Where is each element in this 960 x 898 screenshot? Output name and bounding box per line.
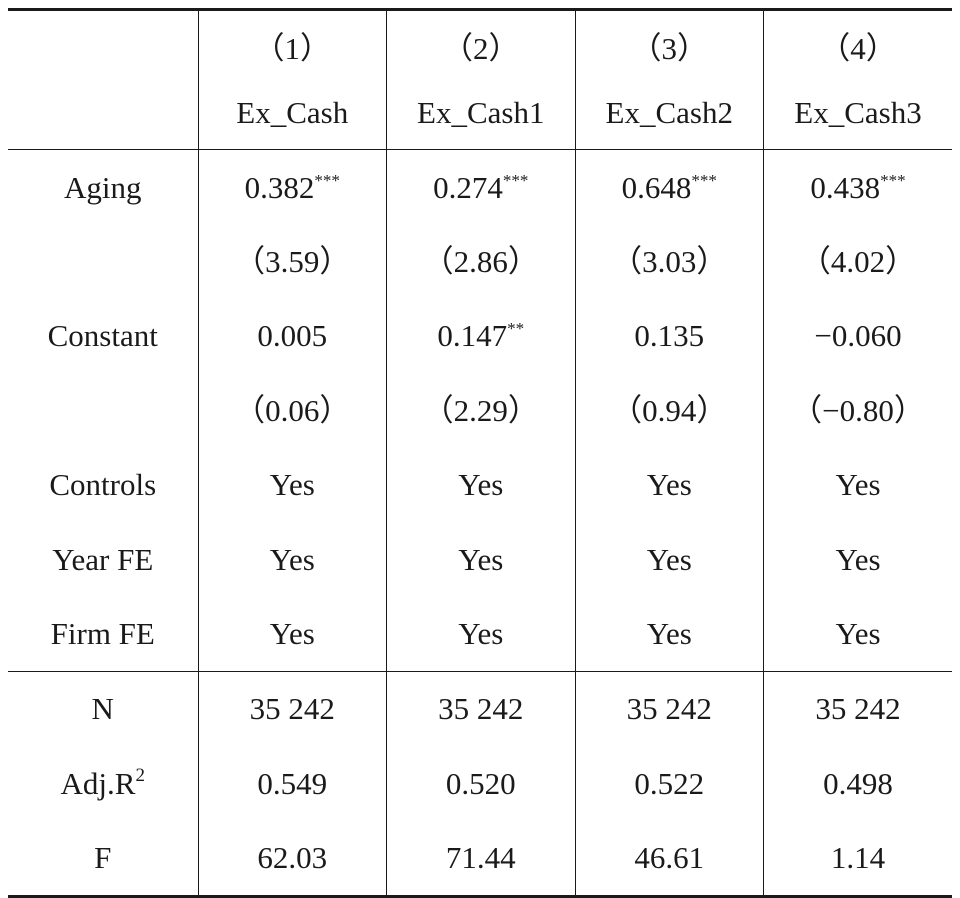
cell-value: 0.135: [634, 318, 705, 354]
table-cell: Yes: [574, 447, 764, 522]
table-cell: （2.29）: [386, 373, 575, 448]
column-number: （3）: [574, 8, 764, 81]
table-cell: （3.03）: [574, 224, 764, 299]
cell-value: 0.274: [433, 169, 503, 205]
table-cell: 0.520: [386, 746, 575, 821]
table-cell: Yes: [197, 447, 387, 522]
stub-header-cell: [8, 81, 198, 150]
table-cell: 35 242: [386, 670, 575, 747]
table-cell: Yes: [386, 521, 575, 597]
table-row-aging: Aging 0.382*** 0.274*** 0.648*** 0.438**…: [8, 149, 952, 225]
row-label: Firm FE: [50, 616, 155, 652]
column-number: （4）: [763, 8, 952, 81]
cell-value: 0.382: [244, 169, 315, 205]
table-cell: 0.648***: [574, 149, 764, 225]
table-cell: Yes: [386, 596, 575, 672]
cell-value: （2.86）: [422, 244, 539, 280]
row-label: Adj.R2: [8, 746, 198, 820]
table-cell: 0.438***: [763, 149, 952, 225]
table-cell: 0.147**: [386, 298, 575, 374]
stat-label: Adj.R: [60, 765, 136, 801]
table-cell: Yes: [574, 521, 764, 597]
row-label: Controls: [49, 467, 157, 503]
stat-label: F: [94, 840, 112, 876]
table-cell: 46.61: [574, 820, 764, 898]
table-cell: Yes: [574, 596, 764, 672]
table-cell: （0.94）: [574, 373, 764, 448]
table-row-firm-fe: Firm FE Yes Yes Yes Yes: [8, 596, 952, 672]
table-cell: 1.14: [763, 820, 952, 898]
column-name: Ex_Cash3: [763, 81, 952, 150]
table-cell: （3.59）: [197, 224, 387, 299]
header-row-names: Ex_Cash Ex_Cash1 Ex_Cash2 Ex_Cash3: [8, 81, 952, 150]
table-cell: −0.060: [763, 298, 952, 374]
table-row-adj-r2: Adj.R2 0.549 0.520 0.522 0.498: [8, 746, 952, 821]
table-cell: 0.549: [197, 746, 387, 821]
regression-table: （1） （2） （3） （4） Ex_Cash Ex_Cash1 Ex_Cash…: [8, 8, 952, 898]
row-label: N: [8, 670, 198, 747]
table-cell: 35 242: [763, 670, 952, 747]
cell-value: （3.03）: [611, 244, 728, 280]
row-label: [8, 373, 198, 447]
stub-header-cell: [8, 8, 198, 81]
table-cell: 35 242: [574, 670, 764, 747]
cell-value: （2.29）: [422, 392, 539, 428]
row-label: F: [8, 820, 198, 898]
column-number: （2）: [386, 8, 575, 81]
table-cell: 0.498: [763, 746, 952, 821]
cell-value: （0.94）: [611, 392, 728, 428]
significance-stars: ***: [502, 170, 529, 190]
table-cell: 35 242: [197, 670, 387, 747]
cell-value: −0.060: [814, 318, 902, 354]
significance-stars: ***: [314, 170, 340, 190]
significance-stars: **: [507, 319, 525, 339]
column-name: Ex_Cash: [197, 81, 387, 150]
table-cell: （2.86）: [386, 224, 575, 299]
table-cell: Yes: [763, 521, 952, 597]
table-cell: （4.02）: [763, 224, 952, 299]
row-label: Year FE: [52, 541, 154, 577]
table-cell: 0.522: [574, 746, 764, 821]
table-cell: Yes: [197, 521, 387, 597]
stat-label: N: [91, 691, 114, 727]
table-cell: Yes: [197, 596, 387, 672]
table-row-n: N 35 242 35 242 35 242 35 242: [8, 670, 952, 747]
significance-stars: ***: [691, 170, 717, 190]
cell-value: （4.02）: [799, 244, 917, 280]
stat-label-superscript: 2: [135, 764, 145, 786]
row-label: [8, 224, 198, 298]
row-label: Aging: [8, 149, 198, 225]
table-cell: 0.005: [197, 298, 387, 374]
column-name: Ex_Cash1: [386, 81, 575, 150]
table-row-year-fe: Year FE Yes Yes Yes Yes: [8, 521, 952, 597]
significance-stars: ***: [880, 170, 906, 190]
table-cell: 0.274***: [386, 149, 575, 225]
cell-value: （3.59）: [234, 244, 351, 280]
table-cell: Yes: [763, 447, 952, 522]
table-cell: 71.44: [386, 820, 575, 898]
column-number: （1）: [197, 8, 387, 81]
table-cell: 0.135: [574, 298, 764, 374]
table-row-constant: Constant 0.005 0.147** 0.135 −0.060: [8, 298, 952, 374]
table-cell: （−0.80）: [763, 373, 952, 448]
table-cell: （0.06）: [197, 373, 387, 448]
header-row-numbers: （1） （2） （3） （4）: [8, 8, 952, 81]
table-cell: Yes: [386, 447, 575, 522]
table-row-constant-tstat: （0.06） （2.29） （0.94） （−0.80）: [8, 373, 952, 448]
table-row-aging-tstat: （3.59） （2.86） （3.03） （4.02）: [8, 224, 952, 299]
cell-value: （0.06）: [234, 392, 351, 428]
table-cell: 0.382***: [197, 149, 387, 225]
cell-value: 0.648: [621, 169, 692, 205]
column-name: Ex_Cash2: [574, 81, 764, 150]
cell-value: （−0.80）: [791, 392, 925, 428]
table-row-f: F 62.03 71.44 46.61 1.14: [8, 820, 952, 898]
table-cell: Yes: [763, 596, 952, 672]
cell-value: 0.438: [810, 169, 881, 205]
table-row-controls: Controls Yes Yes Yes Yes: [8, 447, 952, 522]
row-label: Constant: [47, 318, 158, 354]
table-cell: 62.03: [197, 820, 387, 898]
cell-value: 0.147: [437, 318, 508, 354]
cell-value: 0.005: [257, 318, 328, 354]
